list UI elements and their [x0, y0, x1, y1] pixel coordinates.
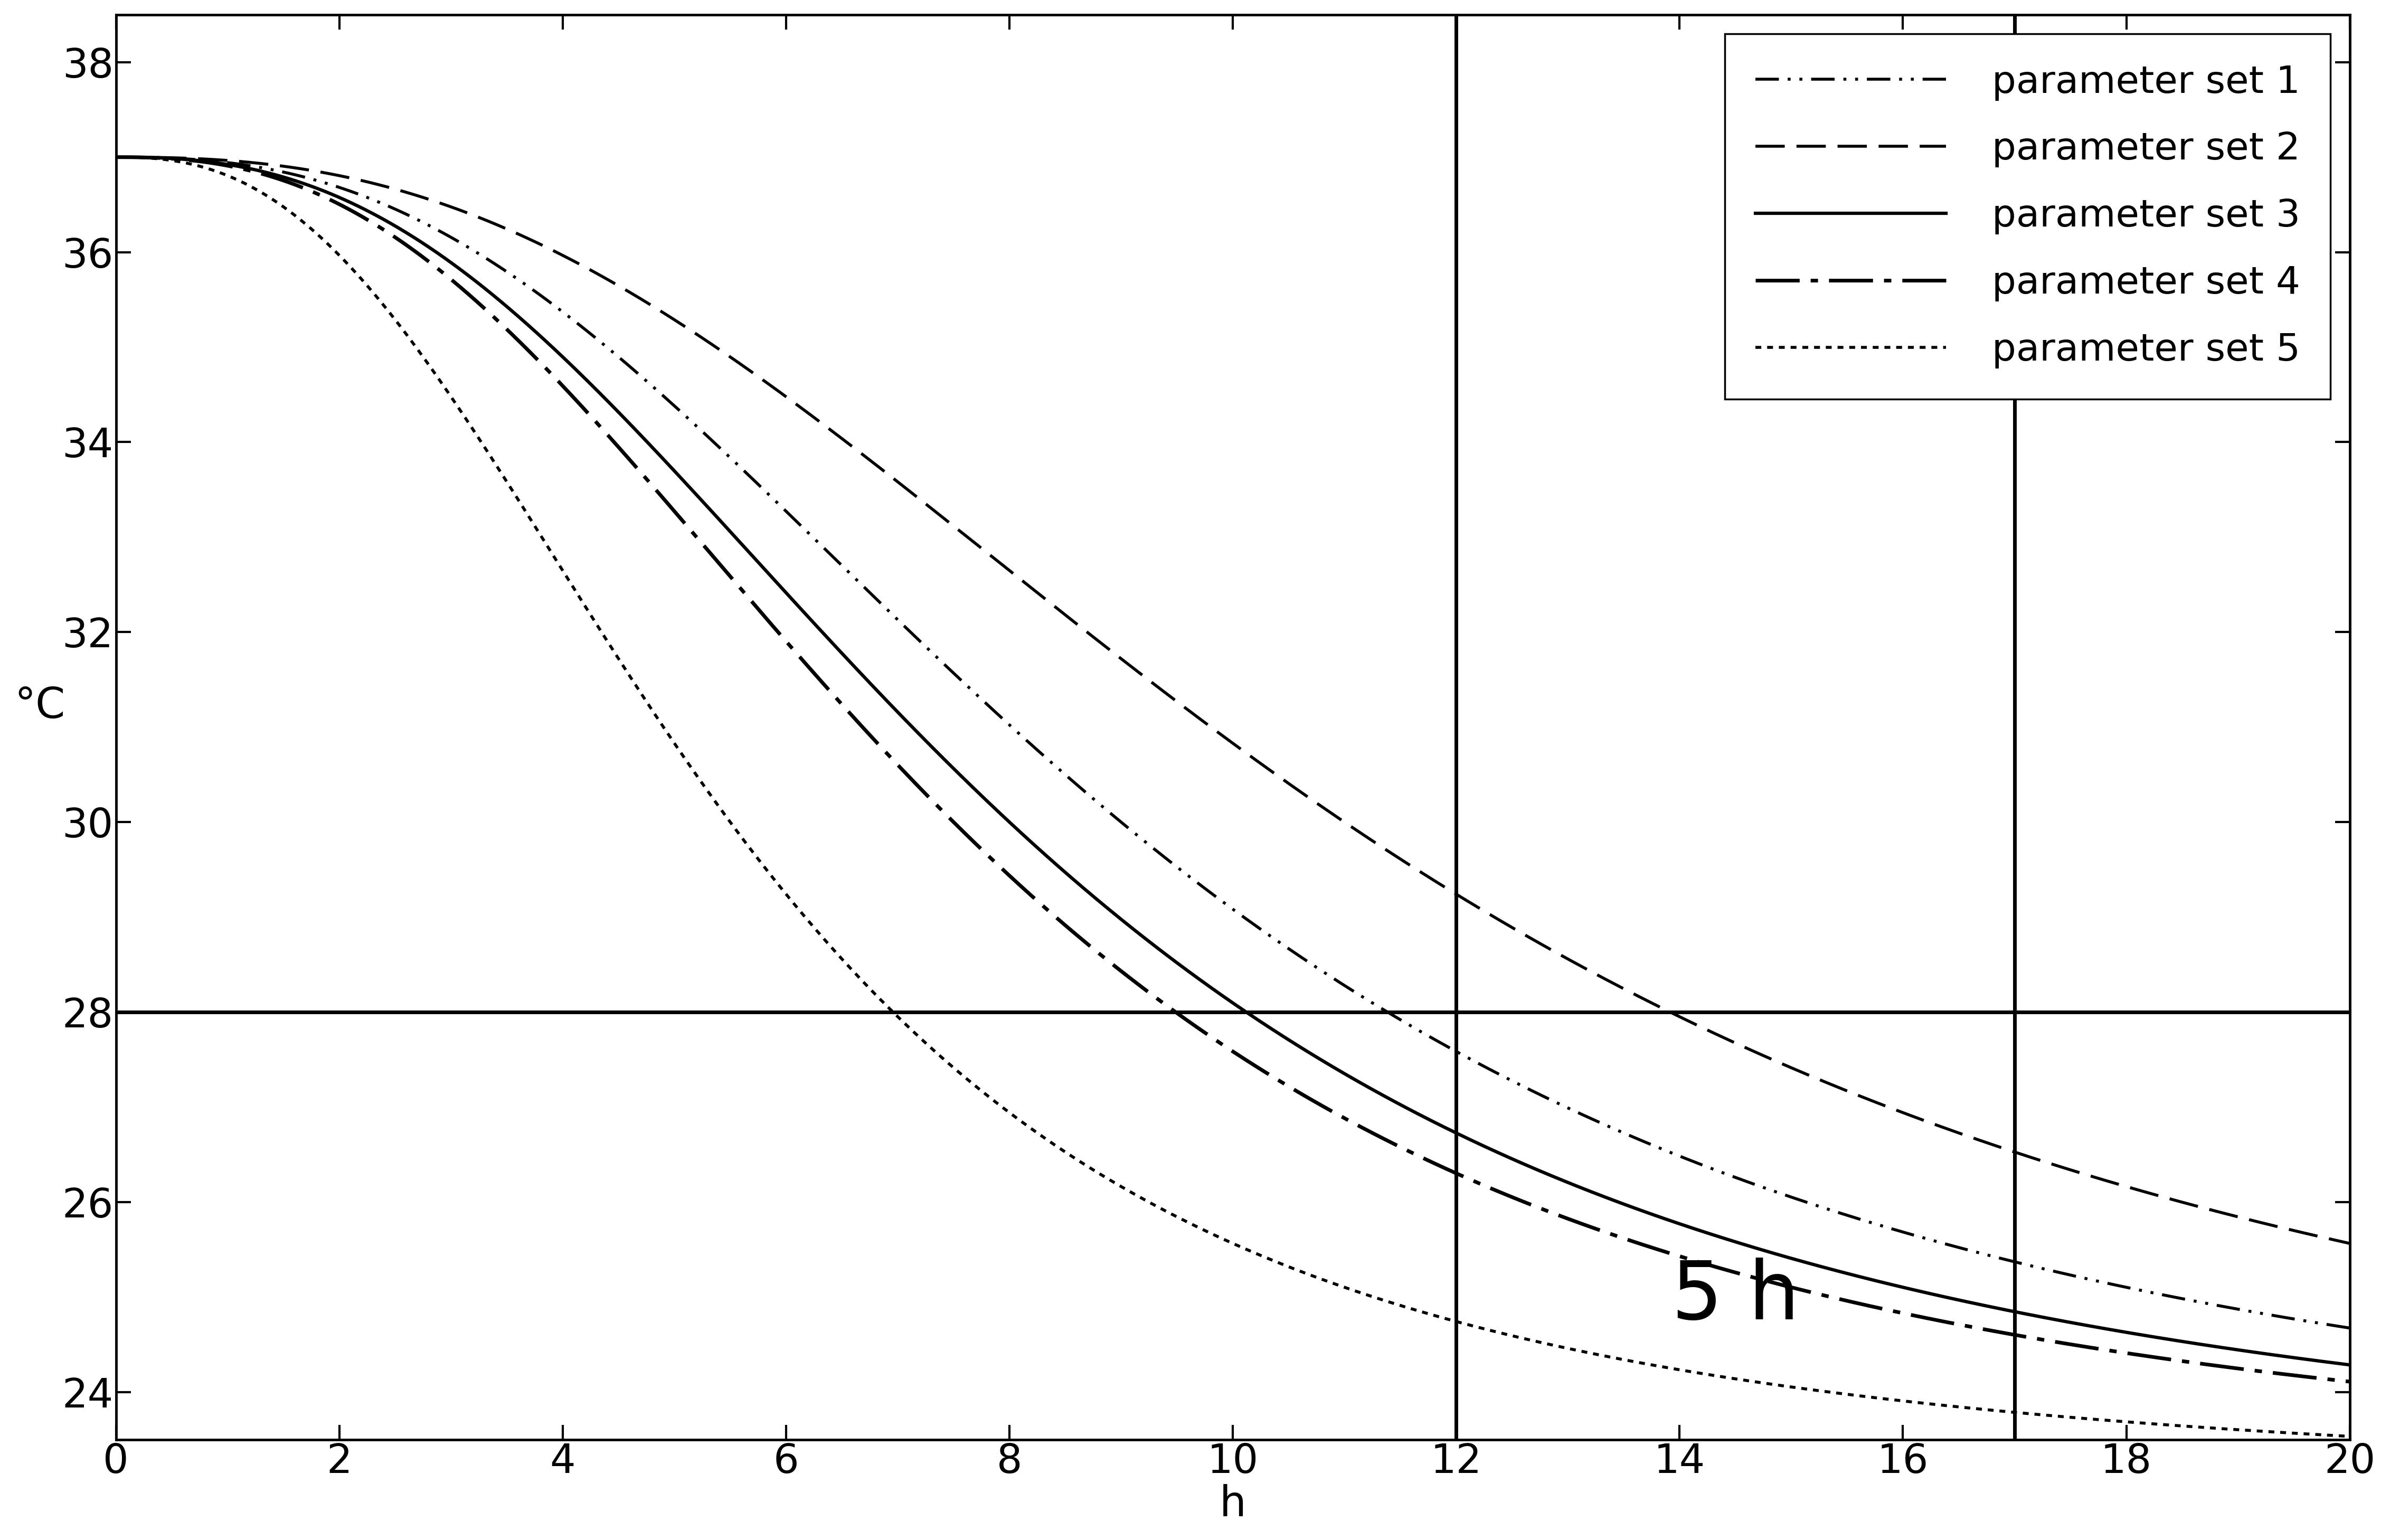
Y-axis label: °C: °C — [14, 685, 65, 727]
Legend: parameter set 1, parameter set 2, parameter set 3, parameter set 4, parameter se: parameter set 1, parameter set 2, parame… — [1726, 34, 2330, 399]
X-axis label: h: h — [1219, 1485, 1245, 1525]
Text: 5 h: 5 h — [1671, 1258, 1800, 1337]
